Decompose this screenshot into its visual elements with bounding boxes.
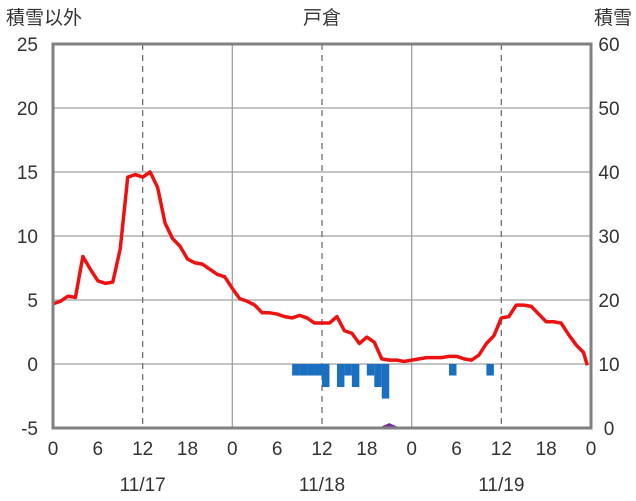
chart-title: 戸倉 — [303, 7, 341, 29]
right-y-tick-label: 30 — [598, 227, 619, 248]
precipitation-bar — [449, 364, 457, 376]
x-hour-tick-label: 0 — [406, 439, 417, 460]
left-axis-label: 積雪以外 — [6, 7, 82, 29]
x-hour-tick-label: 6 — [93, 439, 104, 460]
right-y-tick-label: 10 — [598, 355, 619, 376]
left-y-tick-label: 10 — [17, 227, 38, 248]
x-hour-tick-label: 12 — [132, 439, 153, 460]
precipitation-bar — [381, 364, 390, 399]
left-y-tick-label: 20 — [17, 99, 38, 120]
x-hour-tick-label: 18 — [356, 439, 377, 460]
x-hour-tick-label: 0 — [227, 439, 238, 460]
right-y-tick-label: 20 — [598, 291, 619, 312]
precipitation-bar — [307, 364, 315, 376]
x-hour-tick-label: 6 — [451, 439, 462, 460]
precipitation-bar — [292, 364, 300, 376]
precipitation-bar — [374, 364, 382, 388]
precipitation-bar — [486, 364, 494, 376]
x-date-label: 11/17 — [120, 475, 166, 496]
x-hour-tick-label: 0 — [586, 439, 597, 460]
x-date-label: 11/18 — [299, 475, 345, 496]
x-date-labels: 11/17 11/18 11/19 — [120, 475, 525, 496]
precipitation-bars — [292, 364, 494, 399]
right-y-tick-label: 0 — [604, 419, 615, 440]
x-date-label: 11/19 — [478, 475, 524, 496]
x-hour-tick-labels: 0 6 12 18 0 6 12 18 0 6 12 18 0 — [48, 439, 597, 460]
precipitation-bar — [322, 364, 330, 388]
x-hour-tick-label: 6 — [272, 439, 283, 460]
precipitation-bar — [299, 364, 308, 376]
left-y-tick-label: 25 — [17, 35, 38, 56]
x-hour-tick-label: 18 — [177, 439, 198, 460]
right-axis-label: 積雪 — [594, 7, 632, 29]
x-hour-tick-label: 0 — [48, 439, 59, 460]
precipitation-bar — [344, 364, 352, 376]
right-y-tick-label: 50 — [598, 99, 619, 120]
temperature-series — [52, 170, 589, 366]
left-y-tick-label: -5 — [21, 419, 38, 440]
right-y-tick-label: 60 — [598, 35, 619, 56]
plot-frame — [51, 42, 593, 430]
x-hour-tick-label: 18 — [536, 439, 557, 460]
right-y-tick-labels: 60 50 40 30 20 10 0 — [598, 35, 619, 440]
left-y-tick-label: 15 — [17, 163, 38, 184]
temperature-line — [52, 170, 589, 366]
left-y-tick-label: 0 — [27, 355, 38, 376]
left-y-tick-labels: 25 20 15 10 5 0 -5 — [17, 35, 38, 440]
x-hour-tick-label: 12 — [491, 439, 512, 460]
precipitation-bar — [351, 364, 360, 388]
left-y-tick-label: 5 — [27, 291, 38, 312]
right-y-tick-label: 40 — [598, 163, 619, 184]
precipitation-bar — [314, 364, 322, 376]
precipitation-bar — [366, 364, 375, 376]
precipitation-bar — [336, 364, 345, 388]
x-hour-tick-label: 12 — [311, 439, 332, 460]
